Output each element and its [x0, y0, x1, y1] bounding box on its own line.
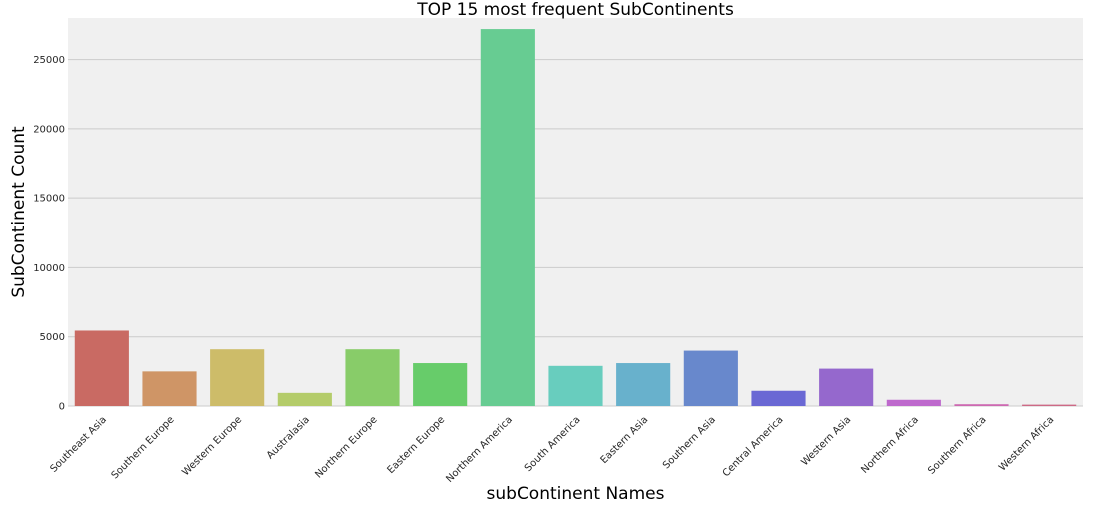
x-tick-label: Southeast Asia	[48, 414, 109, 475]
x-axis-label: subContinent Names	[487, 484, 665, 504]
bar	[1022, 404, 1077, 406]
bar	[413, 363, 468, 406]
y-tick-label: 0	[59, 402, 65, 413]
y-tick-labels: 0 5000 10000 15000 20000 25000	[33, 55, 65, 412]
chart-title: TOP 15 most frequent SubContinents	[416, 0, 734, 20]
x-tick-label: Southern Europe	[110, 414, 177, 481]
bar	[277, 392, 332, 406]
x-tick-label: Western Asia	[799, 414, 853, 468]
x-tick-label: Western Europe	[180, 414, 244, 478]
bar	[886, 399, 941, 406]
x-tick-labels: Southeast Asia Southern Europe Western Eur…	[48, 414, 1056, 485]
x-tick-label: Northern Europe	[313, 414, 379, 480]
bar	[616, 363, 671, 406]
y-tick-label: 20000	[33, 124, 65, 135]
bar	[683, 350, 738, 406]
plot-area	[68, 18, 1083, 406]
bar	[74, 330, 129, 406]
bars	[74, 29, 1077, 406]
bar	[480, 29, 535, 406]
bar	[142, 371, 197, 406]
bar	[548, 365, 603, 406]
bar	[954, 404, 1009, 406]
bar	[819, 368, 874, 406]
y-tick-label: 15000	[33, 194, 65, 205]
y-tick-label: 25000	[33, 55, 65, 66]
x-tick-label: Eastern Europe	[386, 414, 448, 476]
x-tick-label: Central America	[721, 414, 786, 479]
bar	[751, 390, 806, 406]
x-tick-label: Australasia	[265, 414, 312, 461]
x-tick-label: Western Africa	[997, 414, 1056, 473]
y-tick-label: 5000	[40, 332, 65, 343]
bar	[210, 349, 265, 406]
bar	[345, 349, 400, 406]
x-tick-label: Southern Africa	[926, 414, 988, 476]
x-tick-label: South America	[523, 414, 583, 474]
x-tick-label: Northern America	[444, 414, 515, 485]
x-tick-label: Northern Africa	[859, 414, 921, 476]
x-tick-label: Eastern Asia	[599, 414, 651, 466]
y-axis-label: SubContinent Count	[9, 126, 29, 298]
y-tick-label: 10000	[33, 263, 65, 274]
x-tick-label: Southern Asia	[661, 414, 718, 471]
